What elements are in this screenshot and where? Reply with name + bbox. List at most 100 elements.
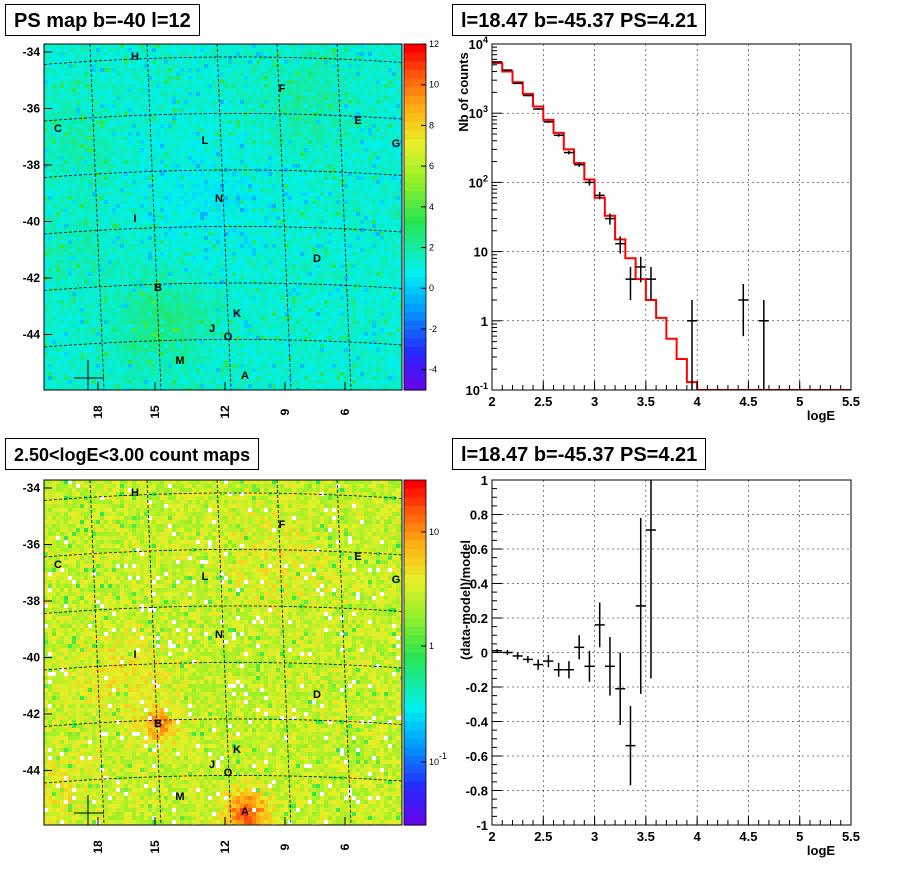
source-label-f: F (279, 519, 286, 531)
ps-map-image (44, 44, 402, 390)
colorbar-segment (404, 139, 426, 149)
colorbar-segment (404, 329, 426, 339)
source-label-c: C (54, 123, 62, 135)
colorbar-segment (404, 635, 426, 645)
ps-map-title: PS map b=-40 l=12 (5, 4, 200, 36)
residual-y-tick-label: 0.6 (470, 542, 488, 557)
residual-title: l=18.47 b=-45.37 PS=4.21 (452, 438, 707, 470)
colorbar-segment (404, 286, 426, 296)
source-label-n: N (215, 629, 223, 641)
colorbar-tick-label: 1 (429, 641, 434, 651)
map-y-tick-label: -34 (23, 45, 41, 59)
map-y-tick-label: -40 (23, 215, 41, 229)
spectrum-x-tick-label: 3.5 (637, 394, 655, 409)
residual-y-tick-label: 1 (481, 473, 488, 488)
residual-y-tick-label: -1 (476, 818, 488, 833)
source-label-l: L (202, 135, 209, 147)
source-label-h: H (131, 51, 139, 63)
map-x-tick-label: 18 (91, 405, 105, 419)
map-x-tick-label: 6 (338, 408, 352, 415)
colorbar-tick-label: 0 (429, 283, 434, 293)
colorbar-segment (404, 44, 426, 54)
source-label-m: M (175, 355, 184, 367)
colorbar-segment (404, 338, 426, 348)
colorbar-segment (404, 268, 426, 279)
map-x-tick-label: 12 (218, 405, 232, 419)
colorbar-segment (404, 113, 426, 123)
colorbar-segment (404, 312, 426, 322)
graticule-lon-line (276, 480, 292, 825)
residual-y-tick-label: -0.6 (466, 749, 488, 764)
count-map-panel: H F C E G L N I D B K JO M A -34 -36 -38 -40 -42 -44 18 15 12 9… (23, 479, 447, 854)
colorbar-segment (404, 303, 426, 313)
source-label-b: B (154, 718, 162, 730)
map-x-tick-label: 12 (218, 840, 232, 854)
source-label-m: M (175, 791, 184, 803)
colorbar-segment (404, 208, 426, 218)
colorbar-segment (404, 225, 426, 235)
source-label-b: B (154, 282, 162, 294)
source-label-d: D (313, 689, 321, 701)
spectrum-title: l=18.47 b=-45.37 PS=4.21 (452, 4, 707, 36)
colorbar-segment (404, 773, 426, 783)
colorbar-tick-label: 10-1 (429, 751, 447, 767)
source-label-d: D (313, 253, 321, 265)
graticule-lon-line (146, 480, 162, 825)
colorbar-segment (404, 523, 426, 533)
spectrum-x-tick-label: 2.5 (534, 394, 552, 409)
colorbar-segment (404, 764, 426, 774)
colorbar-segment (404, 600, 426, 610)
source-label-l: L (202, 571, 209, 583)
colorbar-segment (404, 121, 426, 132)
colorbar-segment (404, 661, 426, 671)
map-y-tick-label: -34 (23, 481, 41, 495)
spectrum-y-tick-label: 10 (474, 245, 488, 260)
map-y-tick-label: -38 (23, 594, 41, 608)
residual-x-tick-label: 3 (591, 829, 598, 844)
spectrum-x-tick-label: 5 (796, 394, 803, 409)
graticule-lat-line (44, 775, 402, 784)
colorbar-segment (404, 87, 426, 97)
residual-y-tick-label: -0.8 (466, 784, 488, 799)
colorbar-segment (404, 609, 426, 619)
residual-y-tick-label: 0.8 (470, 508, 488, 523)
colorbar-segment (404, 277, 426, 287)
colorbar-tick-label: 2 (429, 243, 434, 253)
residual-x-axis-title: logE (807, 843, 835, 858)
source-label-j: J (209, 759, 215, 771)
colorbar-tick-label: -2 (429, 324, 437, 334)
colorbar-segment (404, 260, 426, 270)
colorbar-segment (404, 147, 426, 158)
source-label-n: N (215, 193, 223, 205)
source-label-k: K (233, 308, 241, 320)
graticule-lon-line (216, 44, 232, 390)
colorbar-segment (404, 669, 426, 679)
spectrum-x-tick-label: 4.5 (739, 394, 757, 409)
colorbar-segment (404, 721, 426, 731)
colorbar-segment (404, 781, 426, 792)
spectrum-frame (491, 43, 852, 391)
spectrum-x-tick-label: 5.5 (842, 394, 860, 409)
graticule-lon-line (89, 480, 105, 825)
colorbar-segment (404, 557, 426, 567)
colorbar-segment (404, 505, 426, 516)
map-x-tick-label: 9 (278, 408, 292, 415)
colorbar-segment (404, 69, 426, 80)
graticule-lon-line (146, 44, 162, 390)
colorbar-segment (404, 549, 426, 559)
colorbar-tick-label: -4 (429, 365, 437, 375)
colorbar-segment (404, 320, 426, 331)
map-x-tick-label: 15 (148, 840, 162, 854)
count-map-title: 2.50<logE<3.00 count maps (5, 438, 260, 470)
source-label-k: K (233, 744, 241, 756)
colorbar-tick-label: 8 (429, 120, 434, 130)
colorbar-frame (403, 479, 427, 826)
colorbar-segment (404, 799, 426, 809)
colorbar-segment (404, 618, 426, 628)
colorbar-segment (404, 790, 426, 800)
residual-y-tick-label: 0.2 (470, 611, 488, 626)
map-x-tick-label: 15 (148, 405, 162, 419)
residual-y-tick-label: -0.4 (466, 715, 489, 730)
residual-x-tick-label: 2.5 (534, 829, 552, 844)
colorbar-tick-label: 6 (429, 161, 434, 171)
